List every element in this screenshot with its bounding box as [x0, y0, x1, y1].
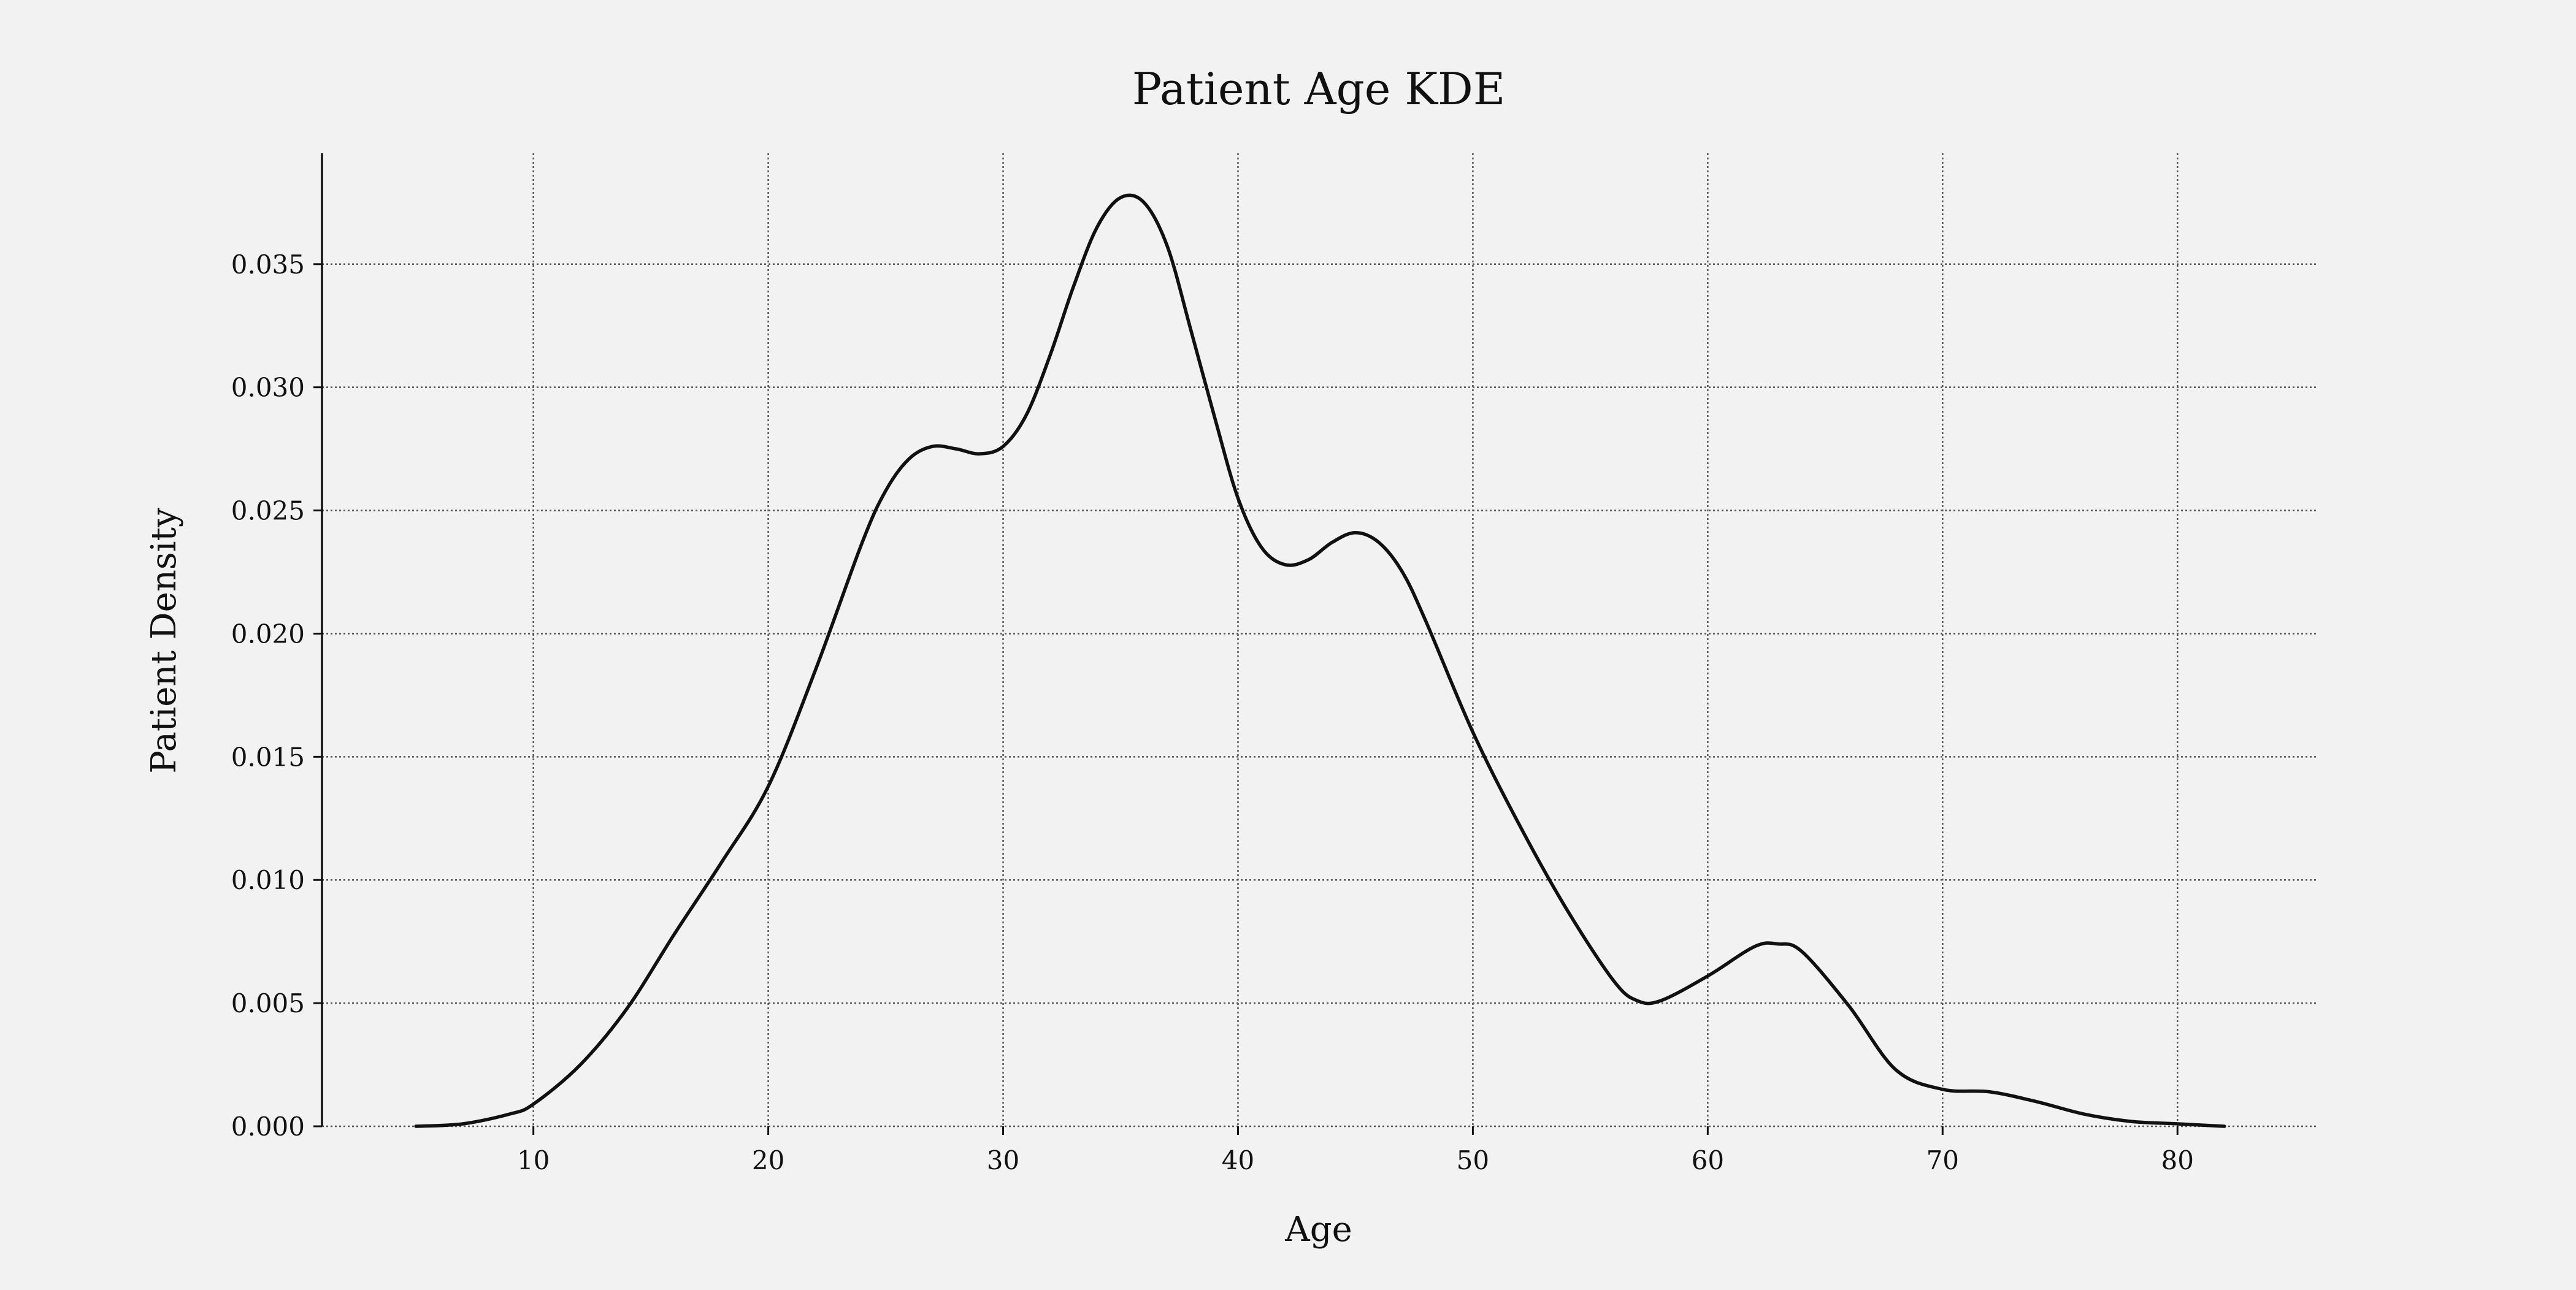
x-tick-label: 70 [1926, 1145, 1959, 1175]
y-tick-label: 0.000 [231, 1112, 305, 1142]
x-tick-label: 40 [1222, 1145, 1254, 1175]
tick-labels: 10 20 30 40 50 60 70 80 0.000 0.005 0.010 0.015 0.02… [231, 250, 2194, 1175]
x-tick-label: 60 [1692, 1145, 1724, 1175]
kde-line-series-0 [414, 193, 2226, 1128]
y-tick-label: 0.025 [231, 496, 305, 526]
x-tick-label: 80 [2161, 1145, 2194, 1175]
chart-title: Patient Age KDE [1132, 63, 1506, 115]
grid-lines [322, 153, 2318, 1128]
x-tick-label: 10 [517, 1145, 550, 1175]
x-tick-label: 30 [987, 1145, 1019, 1175]
axes [313, 153, 2179, 1135]
y-axis-label: Patient Density [144, 508, 184, 774]
y-tick-label: 0.035 [231, 250, 305, 280]
y-tick-label: 0.030 [231, 373, 305, 403]
series-layer [414, 193, 2226, 1128]
x-tick-label: 50 [1457, 1145, 1489, 1175]
y-tick-label: 0.015 [231, 742, 305, 772]
x-axis-label: Age [1284, 1210, 1352, 1250]
y-tick-label: 0.005 [231, 988, 305, 1018]
x-tick-label: 20 [752, 1145, 784, 1175]
y-tick-label: 0.010 [231, 865, 305, 895]
y-tick-label: 0.020 [231, 619, 305, 649]
